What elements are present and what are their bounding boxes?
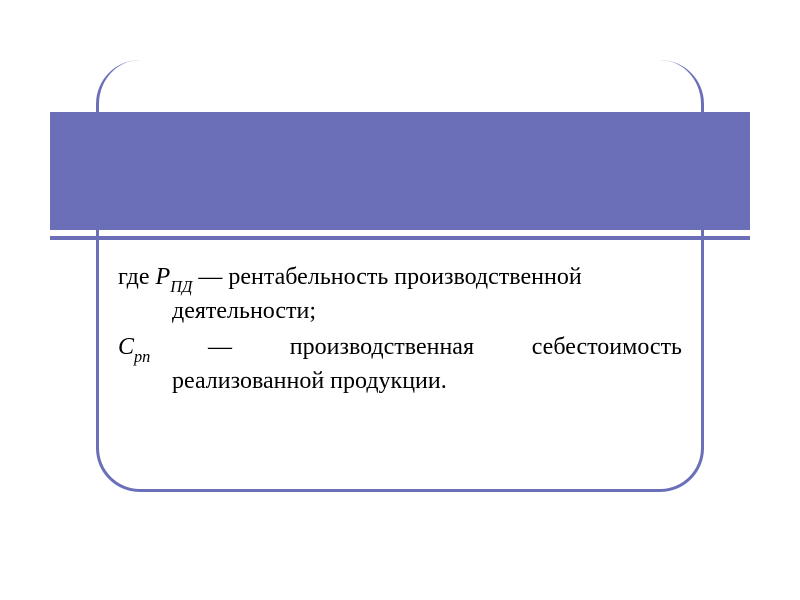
title-banner xyxy=(50,112,750,230)
def1-text: рентабельность производственной деятельн… xyxy=(172,264,582,324)
body-text: где РПД — рентабельность производственно… xyxy=(118,262,682,397)
definition-1: где РПД — рентабельность производственно… xyxy=(118,262,682,326)
def1-lead: где xyxy=(118,264,156,290)
def1-subscript: ПД xyxy=(170,277,192,296)
def1-dash: — xyxy=(192,264,228,290)
def2-symbol: С xyxy=(118,334,134,360)
slide: где РПД — рентабельность производственно… xyxy=(0,0,800,600)
def2-subscript: рп xyxy=(134,347,150,366)
title-underline xyxy=(50,236,750,240)
def2-dash: — xyxy=(150,334,289,360)
definition-2: Срп — производственная себестоимость реа… xyxy=(118,332,682,396)
def1-symbol: Р xyxy=(156,264,171,290)
